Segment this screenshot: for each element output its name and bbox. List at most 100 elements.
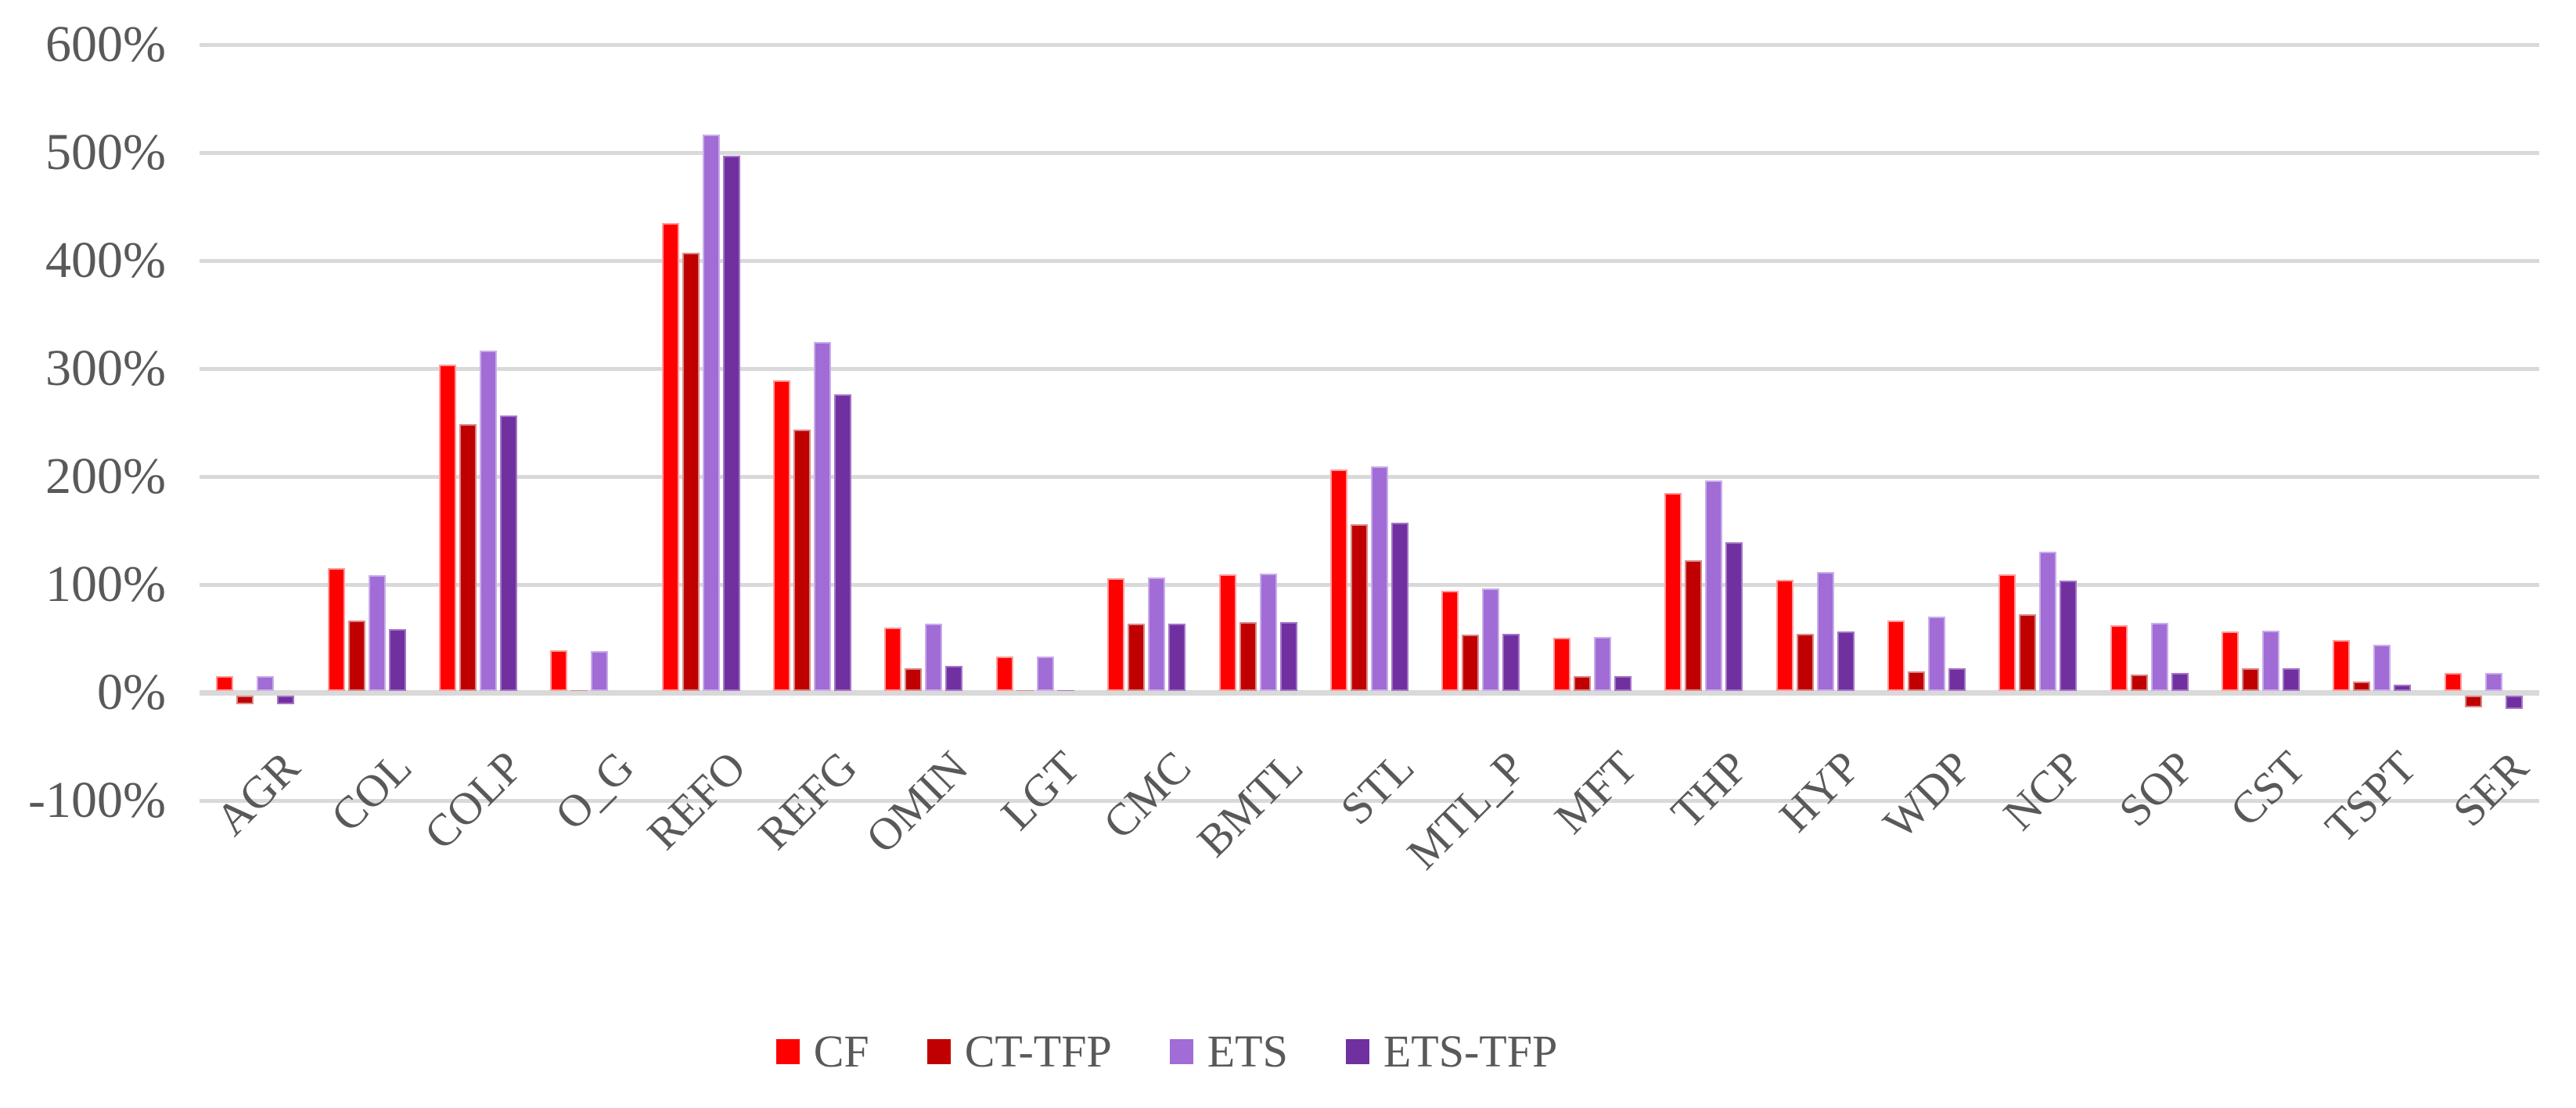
bar-ets-refo — [702, 135, 720, 691]
bar-ct-tfp-tspt — [2353, 681, 2371, 691]
bar-ct-tfp-cmc — [1128, 624, 1146, 691]
bar-cf-mtl-p — [1441, 590, 1459, 691]
bar-cf-stl — [1330, 469, 1347, 691]
bar-ets-thp — [1705, 480, 1723, 691]
bar-ets-sop — [2150, 623, 2168, 691]
bar-ets-wdp — [1927, 616, 1945, 691]
y-tick-0-: 0% — [97, 664, 166, 721]
bar-cf-mft — [1552, 638, 1570, 691]
bar-ct-tfp-refo — [682, 252, 700, 691]
legend-label-ets: ETS — [1207, 1026, 1288, 1077]
bar-ct-tfp-bmtl — [1239, 621, 1257, 691]
bar-cf-o-g — [550, 649, 568, 691]
y-tick-200-: 200% — [45, 448, 166, 505]
gridline-400- — [200, 258, 2539, 263]
bar-ets-agr — [257, 675, 275, 691]
legend-label-ets-tfp: ETS-TFP — [1383, 1026, 1558, 1077]
bar-ets-stl — [1371, 466, 1388, 691]
bar-ct-tfp-cst — [2242, 668, 2260, 691]
bar-ets-hyp — [1816, 572, 1834, 691]
gridline-0- — [200, 689, 2539, 696]
bar-ets-tfp-tspt — [2394, 684, 2412, 691]
bar-ets-tfp-wdp — [1948, 668, 1966, 691]
bar-ct-tfp-mft — [1573, 675, 1591, 691]
bar-cf-colp — [438, 365, 456, 691]
bar-ets-mft — [1593, 637, 1611, 691]
y-tick-400-: 400% — [45, 232, 166, 289]
bar-ets-omin — [925, 624, 943, 691]
bar-ets-lgt — [1036, 656, 1054, 691]
legend-item-ets-tfp: ETS-TFP — [1345, 1026, 1558, 1077]
bar-ets-tfp-hyp — [1837, 631, 1855, 691]
bar-cf-sop — [2110, 624, 2128, 691]
bar-ct-tfp-omin — [905, 668, 923, 691]
bar-ets-tfp-agr — [277, 696, 295, 705]
bar-cf-thp — [1664, 493, 1682, 691]
bar-ets-tspt — [2373, 644, 2391, 691]
gridline-600- — [200, 42, 2539, 47]
y-tick-600-: 600% — [45, 16, 166, 73]
bar-ets-tfp-ser — [2505, 696, 2523, 709]
bar-ets-tfp-col — [388, 629, 406, 691]
bar-ets-ser — [2484, 672, 2502, 691]
gridline--100- — [200, 798, 2539, 803]
bar-ets-tfp-mtl-p — [1502, 633, 1520, 691]
bar-ets-tfp-colp — [499, 416, 517, 691]
bar-ets-o-g — [591, 650, 609, 691]
y-tick-300-: 300% — [45, 340, 166, 397]
legend-swatch-cf — [775, 1039, 800, 1064]
legend-item-cf: CF — [775, 1027, 869, 1077]
bar-ct-tfp-col — [347, 621, 365, 691]
bar-ets-tfp-lgt — [1056, 689, 1074, 691]
bar-ets-tfp-mft — [1614, 675, 1632, 691]
legend-label-ct-tfp: CT-TFP — [964, 1026, 1112, 1077]
bar-ct-tfp-thp — [1685, 560, 1703, 691]
bar-ets-cmc — [1148, 577, 1166, 691]
bar-ets-cst — [2262, 630, 2280, 691]
legend-item-ets: ETS — [1169, 1026, 1288, 1077]
bar-ets-tfp-bmtl — [1279, 621, 1297, 691]
bar-ets-tfp-refo — [722, 155, 740, 691]
bar-ct-tfp-wdp — [1907, 671, 1925, 691]
legend-swatch-ct-tfp — [926, 1039, 951, 1064]
bar-cf-ncp — [1999, 574, 2017, 691]
bar-cf-omin — [884, 627, 902, 691]
gridline-200- — [200, 474, 2539, 479]
bar-cf-agr — [216, 675, 234, 691]
bar-ct-tfp-ser — [2464, 696, 2482, 708]
bar-cf-bmtl — [1218, 574, 1236, 691]
bar-ets-refg — [814, 342, 832, 691]
bar-ct-tfp-colp — [459, 424, 477, 691]
bar-ets-colp — [479, 351, 497, 691]
legend-item-ct-tfp: CT-TFP — [926, 1026, 1112, 1077]
bar-cf-ser — [2444, 672, 2462, 691]
gridline-500- — [200, 150, 2539, 155]
bar-ets-ncp — [2039, 551, 2057, 691]
gridline-100- — [200, 582, 2539, 587]
bar-ct-tfp-mtl-p — [1462, 635, 1480, 691]
y-tick-500-: 500% — [45, 124, 166, 181]
bar-ets-col — [368, 575, 386, 691]
bar-cf-refo — [661, 223, 679, 691]
bar-cf-lgt — [995, 656, 1013, 691]
bar-ct-tfp-sop — [2130, 675, 2148, 691]
y-tick-100-: 100% — [45, 556, 166, 613]
bar-ets-tfp-thp — [1725, 541, 1743, 691]
gridline-300- — [200, 366, 2539, 371]
bar-cf-hyp — [1775, 579, 1793, 691]
bar-cf-cmc — [1107, 578, 1125, 691]
bar-ets-tfp-ncp — [2060, 581, 2078, 691]
legend-swatch-ets — [1169, 1039, 1193, 1064]
bar-cf-tspt — [2333, 640, 2351, 691]
legend-swatch-ets-tfp — [1345, 1039, 1369, 1064]
bar-ets-mtl-p — [1482, 588, 1500, 691]
bar-ct-tfp-refg — [793, 430, 811, 691]
bar-ct-tfp-lgt — [1016, 689, 1034, 691]
bar-ets-tfp-sop — [2171, 672, 2189, 691]
bar-ct-tfp-hyp — [1796, 633, 1814, 691]
bar-ets-bmtl — [1259, 573, 1277, 691]
bar-ct-tfp-o-g — [570, 689, 588, 691]
bar-ct-tfp-stl — [1351, 524, 1368, 691]
bar-cf-col — [327, 567, 345, 691]
